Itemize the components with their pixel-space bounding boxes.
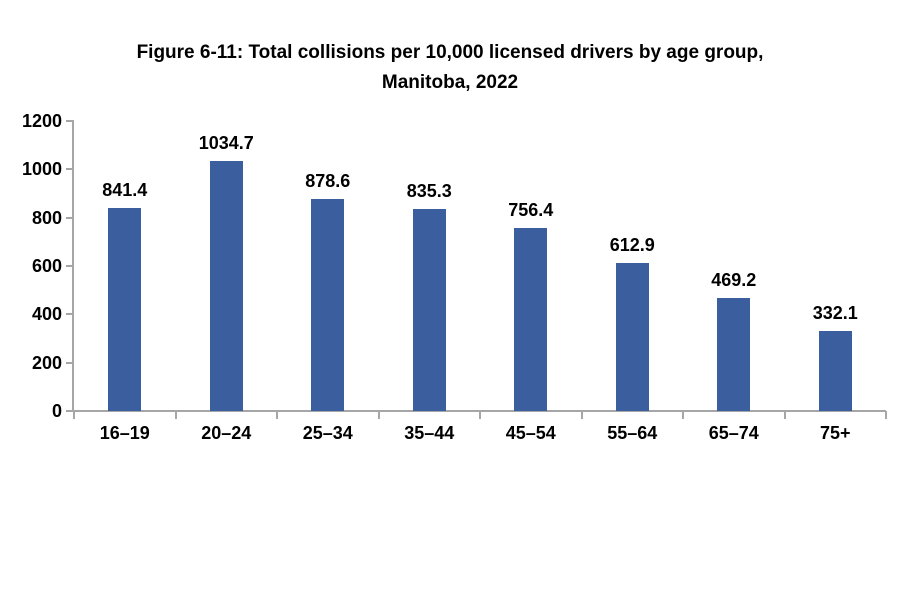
y-tick-label: 400 [31, 304, 62, 325]
y-tick-label: 1200 [21, 111, 62, 131]
x-category-label: 35–44 [404, 423, 455, 443]
y-tick-label: 200 [31, 352, 62, 373]
bar [108, 207, 142, 411]
x-category-label: 75+ [819, 423, 851, 443]
x-tick-mark [174, 411, 177, 419]
x-tick-mark [783, 411, 786, 419]
chart-title-line-1: Figure 6-11: Total collisions per 10,000… [136, 42, 764, 63]
bar-value-label: 1034.7 [198, 132, 254, 153]
y-tick-mark [66, 120, 74, 122]
y-tick-mark [66, 265, 74, 267]
y-tick-label: 800 [31, 207, 62, 228]
bar [514, 228, 548, 411]
y-tick-mark [66, 216, 74, 219]
x-tick-mark [580, 411, 583, 419]
x-category-label: 25–34 [302, 423, 353, 443]
bar-value-label: 612.9 [609, 234, 655, 255]
y-tick-label: 600 [31, 256, 62, 276]
x-tick-mark [682, 411, 684, 419]
x-category-label: 45–54 [505, 423, 556, 443]
bar [209, 160, 243, 411]
y-tick-label: 0 [51, 401, 62, 421]
y-tick-mark [66, 361, 74, 364]
x-tick-mark [73, 411, 75, 419]
x-category-label: 16–19 [99, 423, 150, 443]
y-tick-mark [66, 313, 74, 316]
bar-value-label: 756.4 [508, 200, 554, 221]
bar [717, 297, 751, 411]
bar-value-label: 878.6 [305, 170, 351, 191]
bar-value-label: 332.1 [812, 302, 858, 323]
bar [818, 330, 852, 411]
x-category-label: 20–24 [201, 423, 252, 443]
bar [412, 209, 446, 411]
bar [311, 198, 345, 411]
x-axis-line [66, 410, 886, 412]
x-tick-mark [885, 411, 887, 419]
x-category-label: 55–64 [607, 423, 658, 443]
x-tick-mark [377, 411, 380, 419]
chart-title: Figure 6-11: Total collisions per 10,000… [0, 38, 900, 98]
chart-title-line-2: Manitoba, 2022 [381, 72, 519, 93]
bar-value-label: 841.4 [102, 179, 148, 200]
bar [615, 262, 649, 411]
bar-value-label: 835.3 [406, 181, 452, 202]
x-tick-mark [479, 411, 481, 419]
x-tick-mark [276, 411, 278, 419]
y-tick-mark [66, 168, 74, 171]
y-tick-label: 1000 [21, 159, 62, 180]
x-category-label: 65–74 [708, 423, 759, 443]
bar-value-label: 469.2 [711, 269, 757, 290]
